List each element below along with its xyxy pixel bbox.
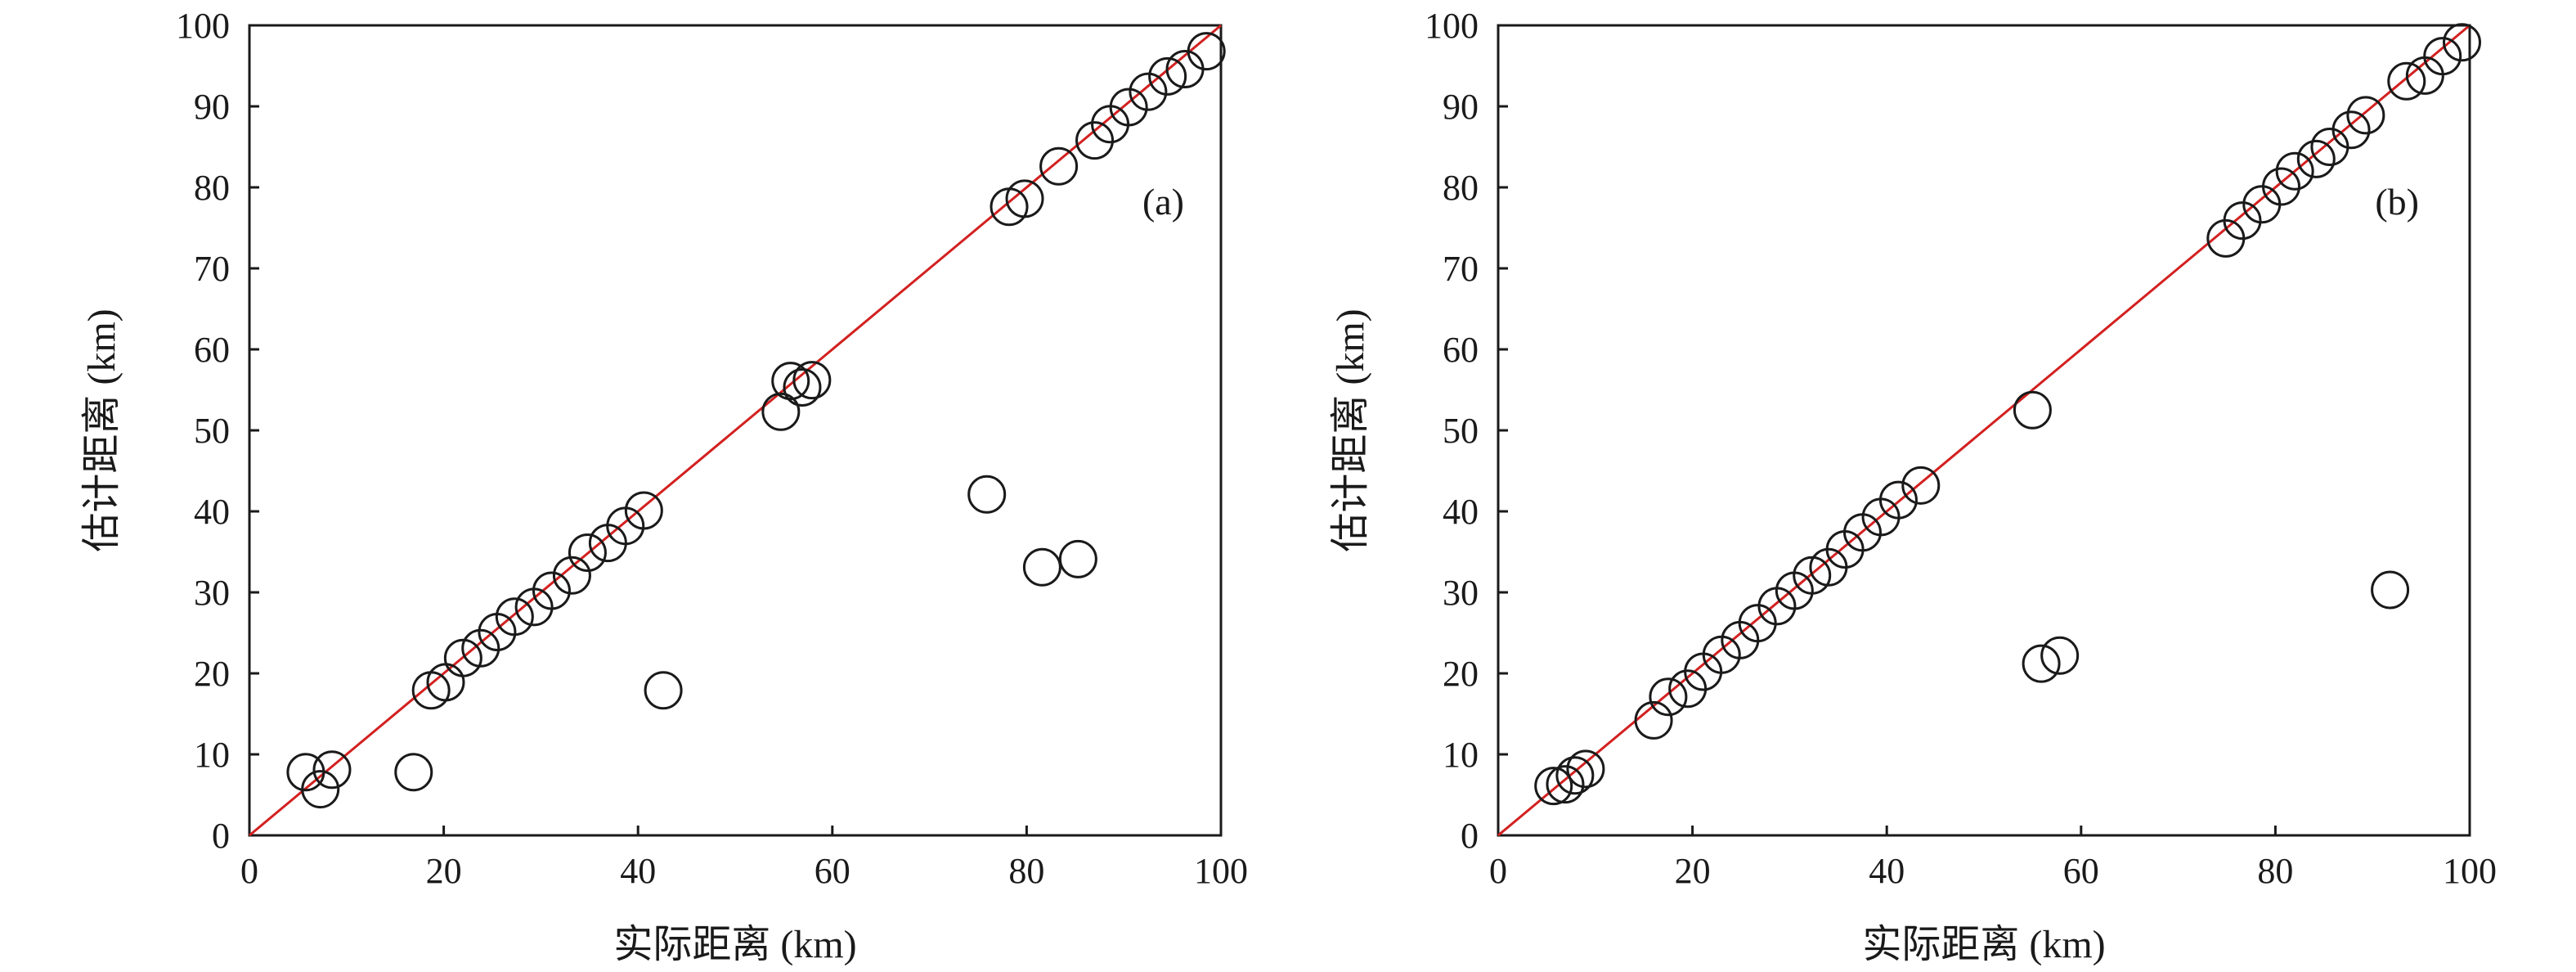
chart-panel-b: 0 20 40 60 80 100 0 10 20 30 40 50 60 70 80 90 100 实际距离 (… [1329,6,2497,966]
data-point [443,638,482,677]
x-tick-label: 0 [1489,851,1507,891]
data-point [624,491,663,530]
data-point [2387,61,2426,101]
y-tick-label: 80 [194,168,230,208]
chart-panel-a: 0 20 40 60 80 100 0 10 20 30 40 50 60 70 80 90 100 实际距离 (… [80,6,1248,966]
reference-line-y-equals-x [249,24,1222,837]
data-point [1129,72,1168,111]
data-point [2013,390,2052,430]
data-point [2371,570,2410,610]
y-tick-label: 80 [1443,168,1479,208]
x-tick-label: 100 [1194,851,1248,891]
x-tick-label: 40 [620,851,656,891]
data-point [461,628,500,668]
data-point [1039,146,1079,186]
data-point [2331,110,2371,150]
y-tick-label: 50 [1443,411,1479,451]
data-point [495,597,534,637]
data-point [1148,56,1187,96]
data-point [532,571,571,610]
data-point [1022,547,1061,587]
x-axis-title: 实际距离 (km) [613,923,856,966]
data-point [1005,179,1044,218]
data-point [761,392,801,431]
y-tick-label: 70 [194,249,230,289]
data-point [1878,480,1918,520]
data-point [1058,539,1097,578]
x-tick-label: 80 [1008,851,1044,891]
data-point [1566,749,1605,789]
x-axis-title: 实际距离 (km) [1862,923,2105,966]
data-point [771,362,810,401]
data-point [792,361,832,400]
data-point [1546,765,1585,804]
x-tick-label: 40 [1869,851,1905,891]
data-point [1649,677,1688,717]
y-tick-label: 50 [194,411,230,451]
data-point [1901,466,1941,505]
data-point [411,671,451,710]
x-tick-label: 60 [815,851,850,891]
y-tick-label: 60 [194,330,230,370]
data-point [2223,201,2262,241]
y-tick-label: 30 [194,573,230,613]
reference-line-y-equals-x [1497,24,2471,837]
y-tick-label: 40 [194,492,230,532]
data-point [1555,756,1595,795]
data-point [2275,151,2314,191]
x-tick-label: 0 [240,851,258,891]
data-point [2346,96,2385,135]
data-point [644,671,683,710]
data-point [552,556,591,595]
data-point [312,750,352,790]
panel-label: (a) [1142,181,1184,223]
data-point [1109,88,1148,127]
data-point [568,533,607,572]
y-tick-label: 30 [1443,573,1479,613]
y-tick-label: 10 [1443,735,1479,775]
x-tick-label: 80 [2257,851,2293,891]
y-tick-label: 60 [1443,330,1479,370]
data-point [1075,121,1115,160]
y-tick-label: 100 [1425,6,1479,46]
x-tick-label: 20 [426,851,462,891]
data-point [2423,37,2462,76]
y-tick-label: 20 [194,654,230,694]
y-tick-label: 0 [212,816,230,856]
data-point [1793,556,1832,595]
data-point [2442,23,2481,62]
y-tick-label: 0 [1461,816,1479,856]
data-point [783,368,822,407]
x-tick-label: 20 [1675,851,1711,891]
y-axis-title: 估计距离 (km) [80,308,123,551]
y-axis-title: 估计距离 (km) [1329,308,1372,551]
data-point [2040,636,2080,675]
x-tick-label: 100 [2443,851,2497,891]
panel-label: (b) [2375,181,2419,223]
data-point [2296,139,2336,178]
data-point [1634,700,1673,740]
x-tick-label: 60 [2063,851,2099,891]
y-tick-label: 70 [1443,249,1479,289]
y-tick-label: 10 [194,735,230,775]
data-point [2262,167,2301,206]
data-point [1534,767,1573,806]
y-tick-label: 40 [1443,492,1479,532]
y-tick-label: 90 [194,87,230,127]
data-point [967,475,1007,514]
data-point [394,753,433,792]
y-tick-label: 90 [1443,87,1479,127]
data-point [1187,32,1226,71]
data-point [2022,644,2061,683]
y-tick-label: 100 [176,6,230,46]
y-tick-label: 20 [1443,654,1479,694]
data-point [301,770,340,809]
